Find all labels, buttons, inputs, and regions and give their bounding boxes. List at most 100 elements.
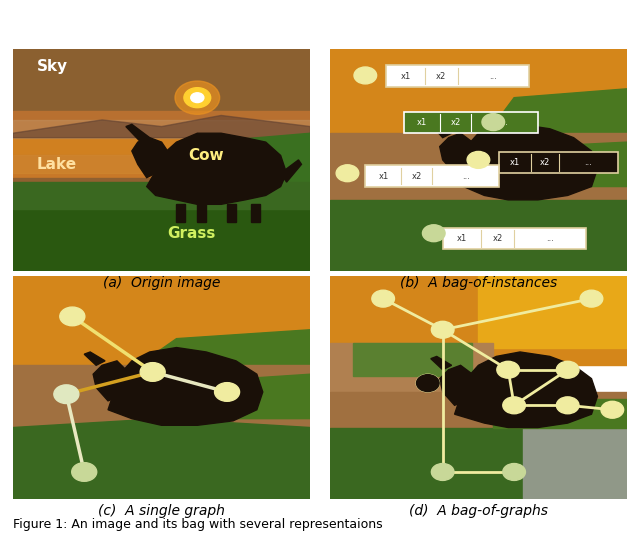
Circle shape [503,397,525,414]
Text: (a)  Origin image: (a) Origin image [103,276,220,291]
Polygon shape [156,173,275,186]
Text: x2: x2 [412,171,422,180]
Polygon shape [13,115,310,138]
Polygon shape [523,410,627,499]
Text: x2: x2 [493,234,503,243]
Polygon shape [13,160,310,178]
Circle shape [372,290,394,307]
Polygon shape [330,276,627,365]
Polygon shape [330,343,493,399]
Circle shape [140,363,165,382]
Polygon shape [13,156,310,173]
Text: x2: x2 [451,118,461,127]
Polygon shape [13,193,310,271]
Text: Lake: Lake [36,157,77,172]
Polygon shape [463,142,627,186]
Circle shape [431,321,454,338]
Circle shape [422,225,445,242]
Circle shape [503,463,525,480]
Text: ...: ... [546,234,554,243]
Text: x2: x2 [540,158,550,167]
Circle shape [354,67,376,84]
Polygon shape [147,133,287,204]
Circle shape [431,463,454,480]
Polygon shape [132,330,310,370]
Polygon shape [13,418,310,499]
Circle shape [184,88,211,108]
Text: Grass: Grass [167,225,216,241]
Text: ...: ... [500,118,508,127]
Text: x1: x1 [510,158,520,167]
Polygon shape [13,276,310,370]
Circle shape [580,290,603,307]
Polygon shape [93,361,129,401]
Polygon shape [330,49,627,138]
Polygon shape [227,204,236,222]
Circle shape [556,397,579,414]
Bar [365,165,499,186]
Circle shape [214,383,239,401]
Polygon shape [177,133,310,182]
Text: Sky: Sky [36,59,68,74]
Bar [386,66,529,87]
Polygon shape [13,365,310,436]
Polygon shape [454,352,598,428]
Polygon shape [281,160,301,182]
Polygon shape [13,49,310,111]
Polygon shape [147,374,310,418]
Text: ...: ... [462,171,470,180]
Polygon shape [330,428,627,499]
Polygon shape [353,343,472,376]
Polygon shape [108,347,263,425]
Text: x1: x1 [457,234,467,243]
Circle shape [556,362,579,378]
Circle shape [467,151,490,169]
Text: Cow: Cow [188,148,224,163]
Circle shape [175,81,220,114]
Text: x1: x1 [378,171,388,180]
Text: ...: ... [584,158,593,167]
Polygon shape [454,124,598,200]
Polygon shape [13,182,310,209]
Polygon shape [440,365,476,405]
Polygon shape [84,352,105,365]
Polygon shape [13,111,310,138]
Circle shape [482,114,504,131]
Circle shape [497,362,520,378]
Polygon shape [440,133,476,173]
Circle shape [336,165,359,182]
Polygon shape [251,204,260,222]
Text: (c)  A single graph: (c) A single graph [98,504,225,518]
Circle shape [191,93,204,102]
Circle shape [601,401,623,418]
Polygon shape [197,204,206,222]
Bar [443,228,586,249]
Polygon shape [330,200,627,271]
Text: ...: ... [490,72,497,81]
Text: x2: x2 [436,72,446,81]
Circle shape [60,307,85,326]
Polygon shape [13,178,310,209]
Circle shape [54,385,79,404]
Bar [404,112,538,133]
Bar [499,152,618,173]
Polygon shape [126,124,150,142]
Polygon shape [479,276,627,347]
Polygon shape [13,120,310,138]
Polygon shape [177,204,186,222]
Polygon shape [330,392,627,436]
Polygon shape [493,399,627,428]
Polygon shape [330,133,627,209]
Text: (d)  A bag-of-graphs: (d) A bag-of-graphs [409,504,548,518]
Text: Figure 1: An image and its bag with several representaions: Figure 1: An image and its bag with seve… [13,518,383,531]
Polygon shape [431,357,452,370]
Polygon shape [431,122,452,138]
Polygon shape [132,138,168,178]
Text: x1: x1 [417,118,428,127]
Text: (b)  A bag-of-instances: (b) A bag-of-instances [400,276,557,291]
Text: x1: x1 [400,72,410,81]
Polygon shape [13,156,310,186]
Polygon shape [13,138,310,160]
Polygon shape [484,89,627,138]
Circle shape [417,375,439,391]
